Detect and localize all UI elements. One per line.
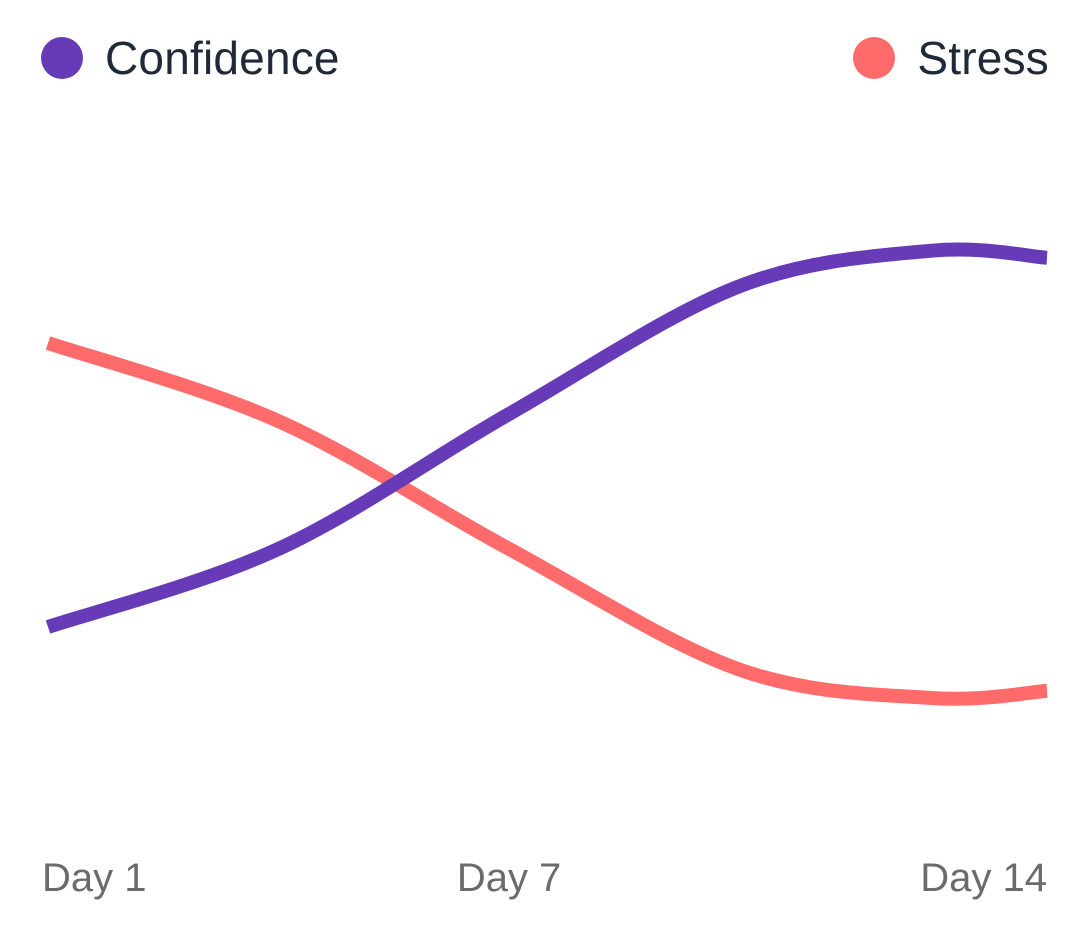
legend-item-stress: Stress <box>853 30 1049 86</box>
series-line-stress <box>45 336 1048 706</box>
legend-marker-stress <box>853 37 896 79</box>
legend-marker-confidence <box>41 37 83 79</box>
legend-label-confidence: Confidence <box>105 32 340 84</box>
x-tick-label: Day 1 <box>42 856 147 900</box>
x-tick-label: Day 7 <box>457 856 562 900</box>
series-layer <box>45 242 1048 706</box>
legend-label-stress: Stress <box>917 32 1049 84</box>
series-line-confidence <box>45 242 1048 634</box>
x-axis-ticks: Day 1 Day 7 Day 14 <box>42 856 1047 900</box>
legend-item-confidence: Confidence <box>41 30 340 86</box>
x-tick-label: Day 14 <box>920 856 1047 900</box>
